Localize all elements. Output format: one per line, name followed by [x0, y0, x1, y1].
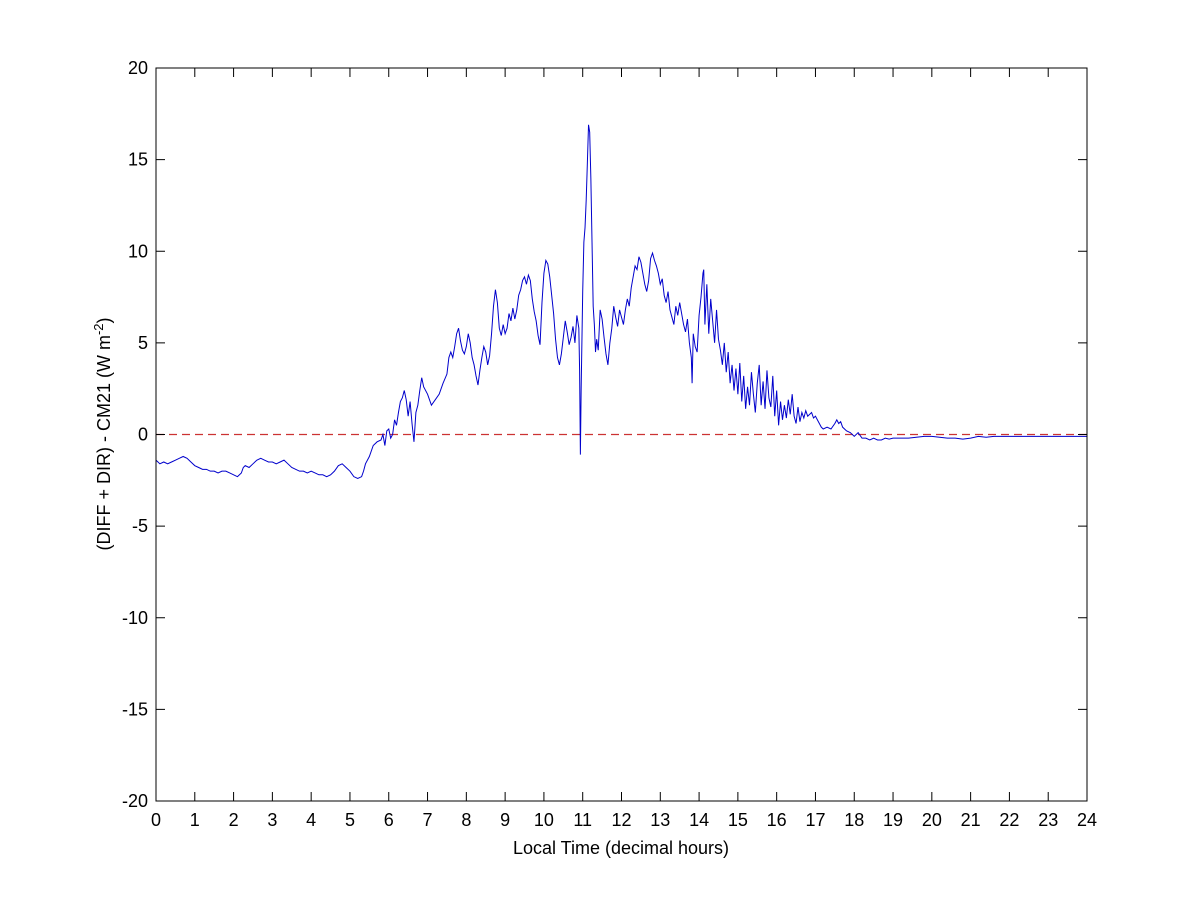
x-tick-label: 2	[229, 810, 239, 830]
y-tick-label: 0	[138, 425, 148, 445]
y-tick-label: 15	[128, 150, 148, 170]
x-tick-label: 18	[844, 810, 864, 830]
x-tick-label: 19	[883, 810, 903, 830]
x-tick-label: 15	[728, 810, 748, 830]
x-tick-label: 22	[999, 810, 1019, 830]
y-tick-label: 20	[128, 58, 148, 78]
y-axis-label-close: )	[94, 317, 114, 323]
x-tick-label: 16	[767, 810, 787, 830]
x-tick-label: 0	[151, 810, 161, 830]
y-axis-label-superscript: -2	[91, 323, 106, 335]
y-axis-label: (DIFF + DIR) - CM21 (W m-2)	[91, 317, 115, 550]
x-tick-label: 13	[650, 810, 670, 830]
y-tick-label: 5	[138, 333, 148, 353]
y-tick-label: -5	[132, 516, 148, 536]
x-tick-label: 14	[689, 810, 709, 830]
x-tick-label: 3	[267, 810, 277, 830]
x-tick-label: 24	[1077, 810, 1097, 830]
x-tick-label: 6	[384, 810, 394, 830]
x-tick-label: 1	[190, 810, 200, 830]
x-tick-label: 9	[500, 810, 510, 830]
x-tick-label: 4	[306, 810, 316, 830]
y-tick-label: -20	[122, 791, 148, 811]
x-tick-label: 11	[573, 810, 592, 830]
y-tick-label: -10	[122, 608, 148, 628]
x-tick-label: 23	[1038, 810, 1058, 830]
x-tick-label: 8	[461, 810, 471, 830]
x-tick-label: 5	[345, 810, 355, 830]
y-tick-label: -15	[122, 699, 148, 719]
x-axis: 0 1 2 3 4 5 6 7 8 9 10 11 12 13 14 15 16 17 18 19 20 21 22 23 24	[151, 68, 1097, 830]
x-tick-label: 17	[805, 810, 825, 830]
x-tick-label: 10	[534, 810, 554, 830]
x-tick-label: 12	[611, 810, 631, 830]
plot-area	[156, 68, 1087, 801]
data-series-line	[155, 124, 1087, 480]
y-axis-label-text: (DIFF + DIR) - CM21 (W m	[94, 335, 114, 550]
x-tick-label: 20	[922, 810, 942, 830]
x-tick-label: 7	[423, 810, 433, 830]
x-axis-label: Local Time (decimal hours)	[513, 838, 729, 858]
y-axis: -20 -15 -10 -5 0 5 10 15 20	[122, 58, 1087, 811]
y-tick-label: 10	[128, 241, 148, 261]
x-tick-label: 21	[961, 810, 981, 830]
